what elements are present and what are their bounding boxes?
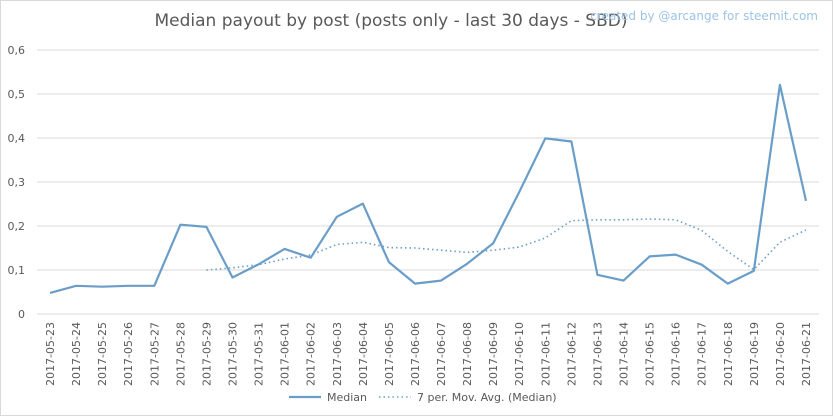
x-tick-label: 2017-06-13 (591, 322, 604, 386)
x-tick-label: 2017-05-29 (200, 322, 213, 386)
y-tick-label: 0 (18, 308, 25, 321)
x-tick-label: 2017-06-10 (513, 322, 526, 386)
legend-label: Median (327, 391, 367, 404)
x-tick-label: 2017-06-06 (409, 322, 422, 386)
x-tick-label: 2017-06-16 (670, 322, 683, 386)
x-tick-label: 2017-06-17 (696, 322, 709, 386)
y-tick-label: 0,5 (8, 88, 26, 101)
x-tick-label: 2017-06-21 (800, 322, 813, 386)
x-tick-label: 2017-06-09 (487, 322, 500, 386)
x-tick-label: 2017-05-25 (96, 322, 109, 386)
x-tick-label: 2017-06-02 (305, 322, 318, 386)
series-line-moving-average (206, 218, 807, 271)
x-tick-label: 2017-05-31 (253, 322, 266, 386)
x-tick-label: 2017-05-26 (122, 322, 135, 386)
x-tick-label: 2017-06-12 (565, 322, 578, 386)
y-tick-label: 0,1 (8, 264, 26, 277)
x-tick-label: 2017-06-01 (279, 322, 292, 386)
series-line-median (49, 83, 808, 294)
chart-title: Median payout by post (posts only - last… (154, 11, 628, 31)
x-tick-label: 2017-06-19 (748, 322, 761, 386)
y-tick-label: 0,4 (8, 132, 26, 145)
x-tick-label: 2017-06-18 (722, 322, 735, 386)
y-tick-label: 0,3 (8, 176, 26, 189)
x-tick-label: 2017-06-15 (644, 322, 657, 386)
x-tick-label: 2017-06-08 (461, 322, 474, 386)
credit-text: created by @arcange for steemit.com (590, 9, 818, 23)
x-tick-label: 2017-06-03 (331, 322, 344, 386)
x-tick-label: 2017-06-11 (539, 322, 552, 386)
y-tick-label: 0,2 (8, 220, 26, 233)
legend-label: 7 per. Mov. Avg. (Median) (417, 391, 557, 404)
x-tick-label: 2017-06-14 (618, 322, 631, 386)
x-tick-label: 2017-05-24 (70, 322, 83, 386)
x-tick-label: 2017-06-20 (774, 322, 787, 386)
x-tick-label: 2017-05-30 (227, 322, 240, 386)
x-tick-label: 2017-05-27 (148, 322, 161, 386)
x-tick-label: 2017-05-28 (174, 322, 187, 386)
x-tick-label: 2017-06-07 (435, 322, 448, 386)
x-tick-label: 2017-05-23 (44, 322, 57, 386)
x-tick-label: 2017-06-04 (357, 322, 370, 386)
y-tick-label: 0,6 (8, 44, 26, 57)
x-tick-label: 2017-06-05 (383, 322, 396, 386)
